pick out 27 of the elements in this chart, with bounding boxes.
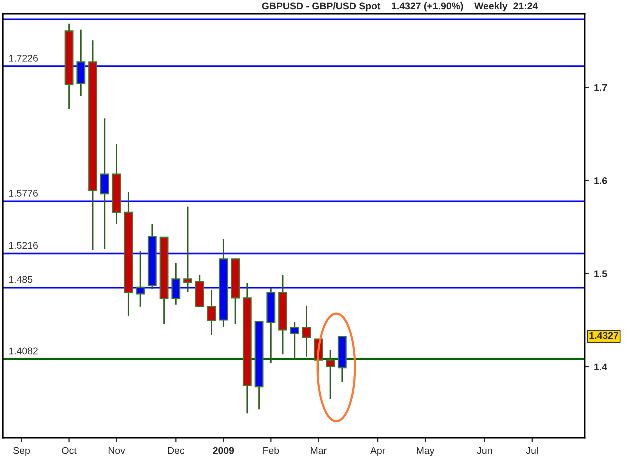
x-tick-label: Jul (526, 447, 538, 454)
y-tick-label: 1.5 (594, 270, 608, 278)
annotation: 1.4327 (590, 332, 618, 340)
candlestick (326, 350, 335, 400)
x-tick-label: Mar (311, 447, 327, 454)
x-tick-label: May (417, 447, 435, 456)
y-tick-label: 1.7 (594, 84, 608, 92)
y-tick-label: 1.6 (594, 177, 608, 184)
chart-title: GBPUSD - GBP/USD Spot 1.4327 (+1.90%) Weekly 21:24 (262, 2, 538, 12)
x-tick-label: Jun (477, 447, 492, 454)
x-tick-label: Nov (108, 447, 126, 454)
ref-line-label: 1.5776 (9, 190, 38, 197)
x-tick-label: Feb (264, 447, 280, 454)
candlestick (302, 305, 312, 358)
candlestick (290, 322, 300, 360)
y-tick-label: 1.4 (594, 364, 608, 371)
x-tick-label: Dec (168, 447, 185, 454)
ref-line-label: 1.4082 (9, 348, 38, 355)
x-tick-label: Oct (62, 447, 77, 454)
candlestick (207, 289, 216, 336)
x-tick-label: Apr (370, 447, 386, 456)
candlestick (184, 206, 192, 294)
ref-line-label: 1.7226 (9, 55, 38, 62)
x-tick-label: 2009 (213, 447, 234, 454)
ref-line-label: 1.485 (9, 276, 33, 284)
x-tick-label: Sep (14, 447, 30, 456)
ref-line-label: 1.5216 (9, 242, 38, 250)
